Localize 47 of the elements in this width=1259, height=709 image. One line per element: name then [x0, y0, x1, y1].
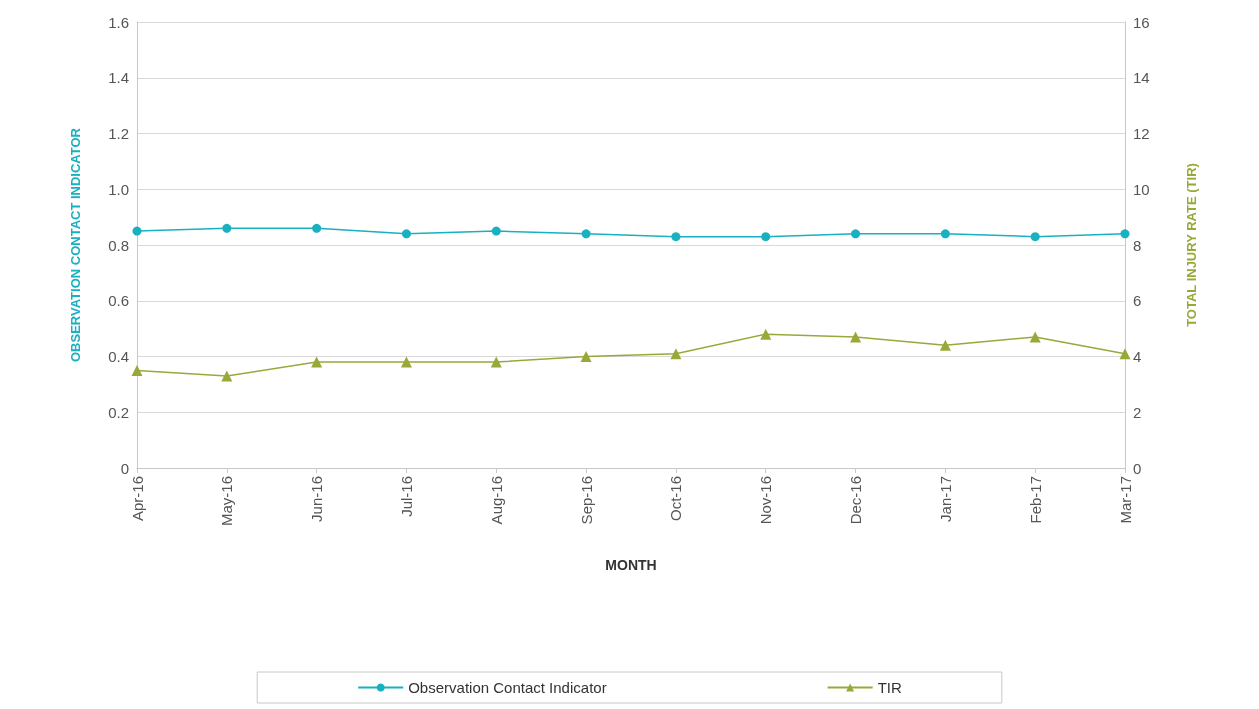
- x-tick-label: Jan-17: [936, 476, 954, 522]
- y-tick-label: 1.2: [108, 125, 129, 142]
- legend-label: TIR: [877, 679, 902, 696]
- y2-tick-label: 14: [1133, 69, 1150, 87]
- y2-tick-label: 8: [1133, 236, 1142, 254]
- y-axis-title: OBSERVATION CONTACT INDICATOR: [68, 127, 83, 362]
- point: [580, 351, 592, 362]
- y-tick-label: 0.2: [108, 403, 129, 421]
- y-tick-label: 0.6: [108, 292, 129, 310]
- y-tick-label: 1.6: [108, 13, 129, 31]
- y2-tick-label: 0: [1133, 459, 1142, 477]
- y-tick-label: 1.0: [108, 180, 129, 198]
- y2-tick-label: 16: [1133, 13, 1150, 31]
- point: [131, 364, 143, 376]
- y-tick-label: 0: [120, 459, 129, 477]
- y2-axis-title: TOTAL INJURY RATE (TIR): [1184, 163, 1199, 327]
- x-tick-label: Apr-16: [128, 476, 146, 522]
- point: [939, 339, 951, 351]
- x-tick-label: Jul-16: [397, 476, 415, 517]
- x-tick-label: May-16: [218, 476, 236, 527]
- y-tick-label: 0.4: [108, 348, 129, 365]
- x-tick-label: Feb-17: [1026, 476, 1044, 524]
- x-tick-label: Nov-16: [757, 476, 775, 525]
- point: [670, 348, 682, 360]
- legend-label: Observation Contact Indicator: [408, 679, 607, 696]
- point: [400, 356, 412, 368]
- y-tick-label: 0.8: [108, 236, 129, 254]
- x-tick-label: Mar-17: [1116, 476, 1134, 524]
- point: [490, 356, 502, 368]
- x-tick-label: Oct-16: [667, 476, 685, 522]
- point: [760, 328, 772, 340]
- x-axis-title: MONTH: [605, 557, 657, 573]
- y2-tick-label: 6: [1133, 292, 1142, 310]
- y-tick-label: 1.4: [108, 69, 129, 87]
- x-tick-label: Dec-16: [847, 476, 865, 525]
- point: [1029, 331, 1041, 343]
- y2-tick-label: 2: [1133, 403, 1142, 421]
- x-tick-label: Aug-16: [487, 476, 505, 525]
- point: [1119, 348, 1131, 360]
- x-tick-label: Sep-16: [577, 476, 595, 525]
- point: [850, 331, 862, 343]
- y2-tick-label: 10: [1133, 180, 1150, 198]
- point: [311, 356, 323, 368]
- y2-tick-label: 4: [1133, 348, 1142, 365]
- y2-tick-label: 12: [1133, 125, 1150, 142]
- point: [221, 370, 233, 382]
- x-tick-label: Jun-16: [308, 476, 326, 522]
